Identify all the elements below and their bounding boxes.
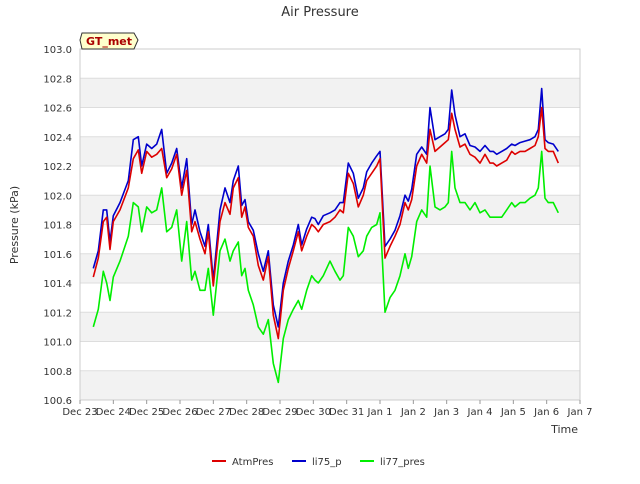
x-tick-label: Jan 6	[533, 407, 559, 418]
legend-label: AtmPres	[232, 457, 273, 468]
x-tick-label: Jan 1	[367, 407, 393, 418]
y-tick-label: 101.4	[43, 279, 72, 290]
y-tick-label: 102.6	[43, 104, 72, 115]
y-axis-label: Pressure (kPa)	[8, 186, 21, 264]
y-tick-label: 101.8	[43, 221, 72, 232]
x-tick-label: Jan 5	[500, 407, 526, 418]
y-tick-label: 103.0	[43, 45, 72, 56]
x-tick-label: Jan 4	[467, 407, 493, 418]
y-tick-label: 102.4	[43, 133, 72, 144]
plot-frame	[79, 48, 581, 401]
background-band	[80, 253, 580, 283]
background-band	[80, 312, 580, 342]
x-tick-label: Dec 24	[96, 407, 131, 418]
x-tick-label: Dec 27	[196, 407, 231, 418]
x-tick-label: Jan 2	[400, 407, 426, 418]
y-tick-label: 100.6	[43, 396, 72, 407]
y-tick-label: 102.2	[43, 162, 72, 173]
x-tick-label: Dec 29	[262, 407, 297, 418]
y-tick-label: 100.8	[43, 367, 72, 378]
x-tick-label: Dec 30	[296, 407, 331, 418]
background-band	[80, 370, 580, 400]
y-tick-label: 101.6	[43, 250, 72, 261]
y-tick-label: 102.8	[43, 74, 72, 85]
y-axis-ticks: 100.6 100.8 101.0 101.2 101.4 101.6 101.8 102.0…	[43, 45, 72, 407]
series-line-li77-pres	[92, 150, 560, 384]
x-tick-label: Dec 31	[329, 407, 364, 418]
background-band	[80, 195, 580, 225]
x-tick-label: Dec 25	[129, 407, 164, 418]
chart-title: Air Pressure	[281, 5, 359, 20]
x-axis-label: Time	[550, 423, 578, 436]
x-tick-label: Dec 23	[62, 407, 97, 418]
x-tick-label: Jan 3	[433, 407, 459, 418]
site-badge-shape	[79, 32, 139, 50]
x-tick-label: Jan 7	[567, 407, 593, 418]
x-tick-label: Dec 26	[162, 407, 197, 418]
y-tick-label: 102.0	[43, 191, 72, 202]
site-badge: GT_met	[79, 32, 139, 50]
legend-label: li75_p	[312, 457, 342, 468]
series-line-li75-p	[92, 87, 559, 328]
y-tick-label: 101.0	[43, 338, 72, 349]
site-badge-label: GT_met	[86, 35, 132, 48]
legend: AtmPres li75_p li77_pres	[212, 457, 425, 468]
legend-label: li77_pres	[380, 457, 425, 468]
background-band	[80, 78, 580, 108]
series-lines	[92, 87, 560, 384]
series-line-atmpres	[92, 106, 560, 340]
background-bands	[80, 78, 580, 400]
x-tick-label: Dec 28	[229, 407, 264, 418]
y-tick-label: 101.2	[43, 308, 72, 319]
